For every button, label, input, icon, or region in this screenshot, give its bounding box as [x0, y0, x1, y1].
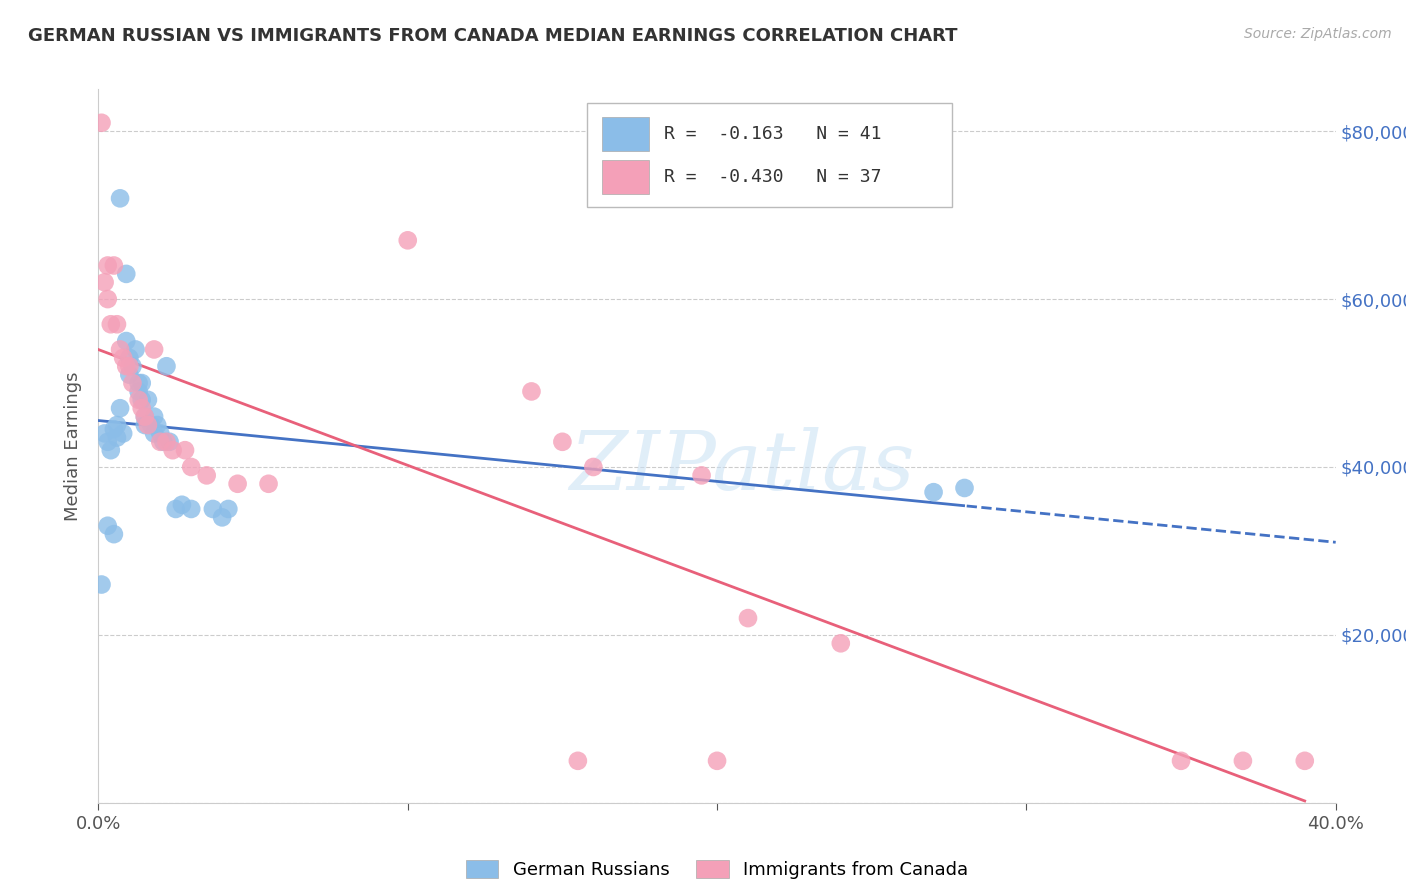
- Point: [100, 318, 122, 332]
- Point: [737, 611, 759, 625]
- Point: [105, 318, 128, 332]
- Point: [165, 502, 187, 516]
- Point: [155, 434, 177, 449]
- Point: [922, 485, 945, 500]
- Point: [136, 392, 159, 407]
- Point: [1232, 754, 1254, 768]
- Point: [706, 754, 728, 768]
- Point: [180, 502, 202, 516]
- Point: [131, 392, 153, 407]
- Point: [134, 409, 156, 424]
- Point: [257, 476, 280, 491]
- Point: [201, 502, 224, 516]
- Point: [143, 343, 166, 357]
- Point: [97, 259, 120, 273]
- Point: [108, 191, 131, 205]
- Text: ZIPatlas: ZIPatlas: [569, 427, 914, 508]
- Text: GERMAN RUSSIAN VS IMMIGRANTS FROM CANADA MEDIAN EARNINGS CORRELATION CHART: GERMAN RUSSIAN VS IMMIGRANTS FROM CANADA…: [28, 27, 957, 45]
- Point: [551, 434, 574, 449]
- Point: [217, 502, 239, 516]
- Point: [146, 417, 169, 432]
- Point: [128, 376, 150, 390]
- Point: [139, 417, 162, 432]
- FancyBboxPatch shape: [588, 103, 952, 207]
- Point: [226, 476, 249, 491]
- Point: [112, 351, 135, 365]
- Point: [90, 577, 112, 591]
- Point: [143, 409, 166, 424]
- Point: [97, 518, 120, 533]
- Point: [170, 498, 193, 512]
- Point: [162, 443, 184, 458]
- Point: [567, 754, 589, 768]
- Point: [830, 636, 852, 650]
- Point: [134, 417, 156, 432]
- Point: [396, 233, 419, 247]
- Point: [108, 343, 131, 357]
- Point: [180, 460, 202, 475]
- Point: [134, 409, 156, 424]
- Point: [103, 259, 125, 273]
- Point: [195, 468, 218, 483]
- Point: [121, 359, 143, 374]
- Point: [115, 359, 138, 374]
- Point: [953, 481, 976, 495]
- Point: [149, 434, 172, 449]
- Point: [118, 351, 141, 365]
- Legend: German Russians, Immigrants from Canada: German Russians, Immigrants from Canada: [458, 853, 976, 887]
- Point: [118, 368, 141, 382]
- Point: [143, 426, 166, 441]
- Point: [97, 292, 120, 306]
- Text: R =  -0.163   N = 41: R = -0.163 N = 41: [664, 125, 882, 143]
- Point: [103, 422, 125, 436]
- Point: [115, 267, 138, 281]
- Point: [105, 431, 128, 445]
- Point: [105, 417, 128, 432]
- Point: [100, 443, 122, 458]
- Point: [520, 384, 543, 399]
- Point: [118, 359, 141, 374]
- Bar: [602, 160, 650, 194]
- Bar: [602, 117, 650, 152]
- Point: [174, 443, 197, 458]
- Point: [103, 527, 125, 541]
- Point: [93, 426, 115, 441]
- Point: [159, 434, 181, 449]
- Point: [152, 434, 174, 449]
- Y-axis label: Median Earnings: Median Earnings: [65, 371, 83, 521]
- Point: [582, 460, 605, 475]
- Point: [90, 116, 112, 130]
- Point: [211, 510, 233, 524]
- Point: [108, 401, 131, 416]
- Point: [115, 334, 138, 348]
- Point: [124, 343, 146, 357]
- Point: [155, 359, 177, 374]
- Point: [131, 401, 153, 416]
- Point: [93, 275, 115, 289]
- Text: R =  -0.430   N = 37: R = -0.430 N = 37: [664, 168, 882, 186]
- Point: [149, 426, 172, 441]
- Point: [97, 434, 120, 449]
- Point: [1294, 754, 1316, 768]
- Point: [121, 376, 143, 390]
- Point: [690, 468, 713, 483]
- Text: Source: ZipAtlas.com: Source: ZipAtlas.com: [1244, 27, 1392, 41]
- Point: [128, 392, 150, 407]
- Point: [131, 376, 153, 390]
- Point: [128, 384, 150, 399]
- Point: [136, 417, 159, 432]
- Point: [112, 426, 135, 441]
- Point: [1170, 754, 1192, 768]
